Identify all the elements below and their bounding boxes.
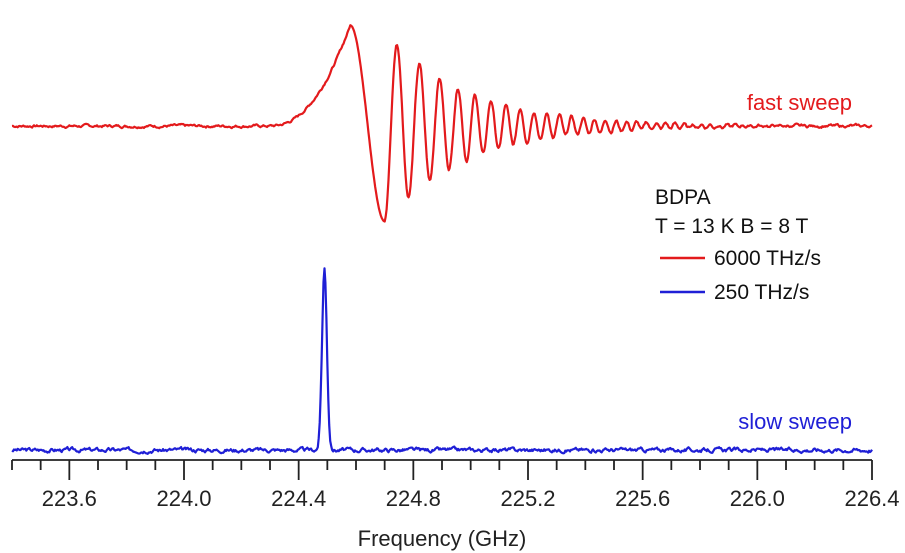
series-line-slow — [11, 267, 873, 455]
x-tick-label: 225.6 — [615, 486, 670, 511]
legend-label-slow: 250 THz/s — [714, 281, 809, 304]
x-tick-label: 226.4 — [844, 486, 899, 511]
x-axis: 223.6 224.0 224.4 224.8 225.2 225.6 226.0 226.4 — [11, 459, 900, 511]
legend-label-fast: 6000 THz/s — [714, 247, 821, 270]
legend-subtitle: T = 13 K B = 8 T — [655, 215, 808, 238]
legend-title: BDPA — [655, 186, 711, 209]
series-layer — [11, 24, 873, 455]
annotation-fast-sweep: fast sweep — [747, 90, 852, 115]
x-axis-title: Frequency (GHz) — [358, 526, 527, 551]
x-tick-label: 223.6 — [42, 486, 97, 511]
x-tick-label: 224.8 — [386, 486, 441, 511]
x-tick-label: 226.0 — [730, 486, 785, 511]
annotation-slow-sweep: slow sweep — [738, 409, 852, 434]
x-tick-label: 225.2 — [500, 486, 555, 511]
series-line-fast — [11, 24, 873, 223]
legend: BDPA T = 13 K B = 8 T 6000 THz/s 250 THz… — [655, 186, 821, 304]
x-tick-label: 224.4 — [271, 486, 326, 511]
x-tick-label: 224.0 — [156, 486, 211, 511]
